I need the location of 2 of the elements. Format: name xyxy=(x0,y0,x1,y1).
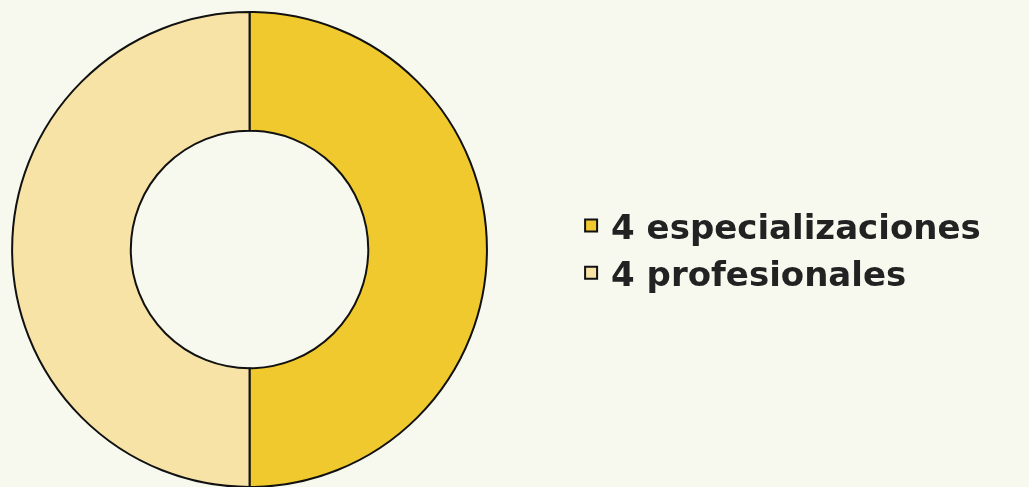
legend-label: 4 profesionales xyxy=(611,254,907,295)
legend-label: 4 especializaciones xyxy=(611,206,981,247)
